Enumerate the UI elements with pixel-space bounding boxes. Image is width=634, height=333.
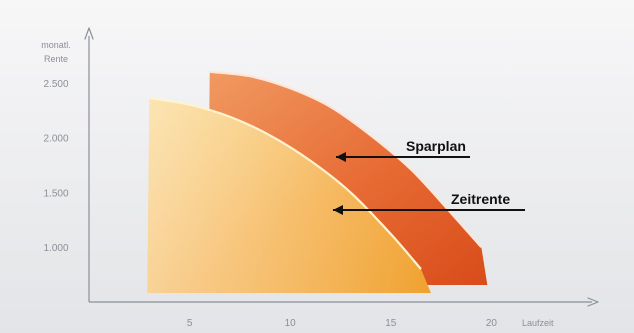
y-tick-label-4: 2.500 (43, 79, 68, 90)
axes-layer: 1.000 1.500 2.000 2.500 5 10 15 20 (43, 27, 599, 329)
y-tick-label-1: 1.000 (43, 243, 68, 254)
x-tick-label-3: 15 (385, 318, 397, 329)
y-axis-label-line-2: Rente (44, 54, 68, 64)
x-axis-arrow (587, 297, 599, 307)
callout-label-zeitrente: Zeitrente (451, 191, 510, 207)
y-tick-label-2: 1.500 (43, 188, 68, 199)
series-area-zeitrente-highlight (147, 98, 431, 293)
callout-label-sparplan: Sparplan (406, 138, 466, 154)
series-line-zeitrente (149, 97, 422, 270)
y-axis-arrow (84, 27, 94, 40)
annotation-layer: Sparplan Zeitrente (333, 138, 525, 215)
x-tick-label-4: 20 (486, 318, 498, 329)
y-axis-label-line-1: monatl. (41, 40, 71, 50)
x-axis-label: Laufzeit (522, 318, 554, 328)
x-tick-label-1: 5 (187, 318, 193, 329)
callout-arrow-sparplan (336, 152, 346, 162)
y-tick-label-3: 2.000 (43, 134, 68, 145)
callout-arrow-zeitrente (333, 205, 343, 215)
x-tick-label-2: 10 (285, 318, 297, 329)
